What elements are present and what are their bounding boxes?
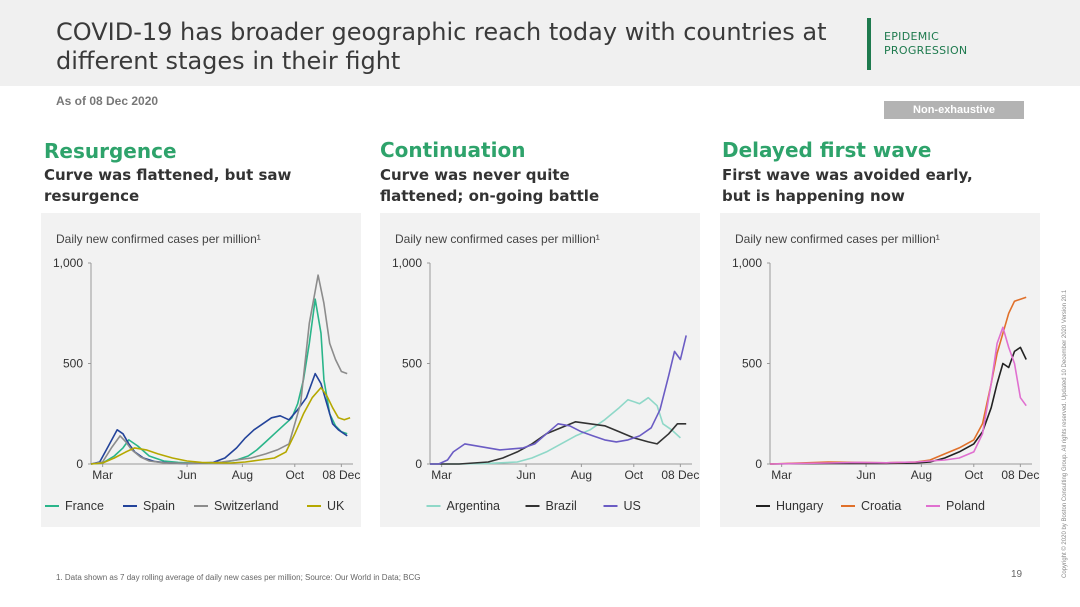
column-title-continuation: Continuation [380, 138, 526, 162]
non-exhaustive-badge: Non-exhaustive [884, 101, 1024, 119]
chart-title: Daily new confirmed cases per million¹ [735, 232, 940, 246]
series-line-poland [769, 326, 1027, 465]
x-tick-label: Aug [911, 468, 932, 482]
header-band [0, 0, 1080, 86]
column-subtitle-continuation: Curve was never quite flattened; on-goin… [380, 166, 600, 205]
column-title-resurgence: Resurgence [44, 139, 177, 163]
x-tick-label: 08 Dec [1001, 468, 1039, 482]
series-line-croatia [769, 296, 1027, 465]
series-line-uk [90, 386, 351, 465]
chart-panel-delayed-first-wave: Daily new confirmed cases per million¹ 1,… [720, 213, 1040, 527]
series-line-brazil [430, 421, 687, 465]
y-tick-label: 1,000 [53, 256, 83, 270]
column-title-delayed-first-wave: Delayed first wave [722, 138, 932, 162]
copyright-notice: Copyright © 2020 by Boston Consulting Gr… [1062, 289, 1068, 578]
y-tick-label: 0 [415, 457, 422, 471]
page-number: 19 [1011, 569, 1023, 580]
footnote: 1. Data shown as 7 day rolling average o… [56, 573, 421, 582]
chart-title: Daily new confirmed cases per million¹ [56, 232, 261, 246]
series-line-spain [90, 372, 348, 465]
x-tick-label: Jun [177, 468, 196, 482]
as-of-date: As of 08 Dec 2020 [56, 94, 159, 108]
chart-resurgence: Daily new confirmed cases per million¹ 1,… [45, 232, 360, 513]
x-tick-label: Oct [285, 468, 304, 482]
x-tick-label: Mar [92, 468, 113, 482]
chart-panel-continuation: Daily new confirmed cases per million¹ 1,… [380, 213, 700, 527]
x-tick-label: Jun [856, 468, 875, 482]
series-line-us [430, 335, 687, 465]
legend-label-france: France [65, 499, 104, 513]
column-subtitle-delayed-first-wave: First wave was avoided early, but is hap… [722, 166, 973, 205]
legend-label-croatia: Croatia [861, 499, 901, 513]
legend-label-spain: Spain [143, 499, 175, 513]
section-accent-bar [867, 18, 871, 70]
legend-label-us: US [624, 499, 641, 513]
legend-label-switzerland: Switzerland [214, 499, 279, 513]
x-tick-label: 08 Dec [661, 468, 699, 482]
section-tag-line1: EPIDEMIC [884, 30, 940, 43]
chart-panel-resurgence: Daily new confirmed cases per million¹ 1,… [41, 213, 361, 527]
legend-label-brazil: Brazil [546, 499, 577, 513]
legend-label-uk: UK [327, 499, 345, 513]
series-line-hungary [769, 346, 1027, 465]
x-tick-label: Aug [571, 468, 592, 482]
chart-delayed-first-wave: Daily new confirmed cases per million¹ 1,… [732, 232, 1039, 513]
column-subtitle-resurgence: Curve was flattened, but saw resurgence [44, 166, 292, 205]
x-tick-label: Mar [771, 468, 792, 482]
y-tick-label: 0 [76, 457, 83, 471]
y-tick-label: 1,000 [732, 256, 762, 270]
page-title: COVID-19 has broader geographic reach to… [56, 18, 827, 75]
legend-label-poland: Poland [946, 499, 985, 513]
series-line-france [90, 298, 348, 465]
y-tick-label: 0 [755, 457, 762, 471]
chart-title: Daily new confirmed cases per million¹ [395, 232, 600, 246]
y-tick-label: 500 [63, 357, 83, 371]
section-tag-line2: PROGRESSION [884, 44, 968, 57]
y-tick-label: 500 [742, 357, 762, 371]
x-tick-label: 08 Dec [322, 468, 360, 482]
x-tick-label: Oct [964, 468, 983, 482]
x-tick-label: Jun [516, 468, 535, 482]
series-line-switzerland [90, 274, 348, 465]
x-tick-label: Oct [624, 468, 643, 482]
y-tick-label: 500 [402, 357, 422, 371]
y-tick-label: 1,000 [392, 256, 422, 270]
legend-label-hungary: Hungary [776, 499, 824, 513]
legend-label-argentina: Argentina [447, 499, 501, 513]
section-tag: EPIDEMIC PROGRESSION [884, 30, 967, 58]
chart-continuation: Daily new confirmed cases per million¹ 1,… [392, 232, 699, 513]
x-tick-label: Aug [232, 468, 253, 482]
x-tick-label: Mar [431, 468, 452, 482]
